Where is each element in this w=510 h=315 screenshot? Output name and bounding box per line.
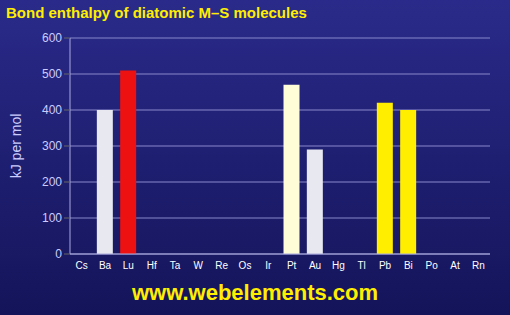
svg-text:300: 300 xyxy=(42,139,62,153)
svg-text:Re: Re xyxy=(215,260,228,271)
svg-text:Au: Au xyxy=(309,260,321,271)
svg-text:Ir: Ir xyxy=(265,260,272,271)
svg-text:Po: Po xyxy=(426,260,439,271)
svg-text:At: At xyxy=(450,260,460,271)
svg-text:Hg: Hg xyxy=(332,260,345,271)
svg-text:Ba: Ba xyxy=(99,260,112,271)
svg-text:W: W xyxy=(194,260,204,271)
svg-text:200: 200 xyxy=(42,175,62,189)
html-text:www.webelements.com: www.webelements.com xyxy=(131,280,379,305)
svg-text:Tl: Tl xyxy=(357,260,365,271)
svg-text:Ta: Ta xyxy=(170,260,181,271)
svg-text:kJ per mol: kJ per mol xyxy=(8,114,24,179)
svg-text:Bi: Bi xyxy=(404,260,413,271)
svg-text:Os: Os xyxy=(239,260,252,271)
svg-text:Hf: Hf xyxy=(147,260,157,271)
svg-text:0: 0 xyxy=(55,247,62,261)
svg-text:Cs: Cs xyxy=(76,260,88,271)
svg-text:Rn: Rn xyxy=(472,260,485,271)
svg-text:500: 500 xyxy=(42,67,62,81)
svg-text:Pt: Pt xyxy=(287,260,297,271)
svg-text:600: 600 xyxy=(42,31,62,45)
svg-text:Pb: Pb xyxy=(379,260,392,271)
svg-text:100: 100 xyxy=(42,211,62,225)
html-text:Bond enthalpy of diatomic M–S: Bond enthalpy of diatomic M–S molecules xyxy=(6,4,307,21)
svg-text:400: 400 xyxy=(42,103,62,117)
svg-text:Lu: Lu xyxy=(123,260,134,271)
